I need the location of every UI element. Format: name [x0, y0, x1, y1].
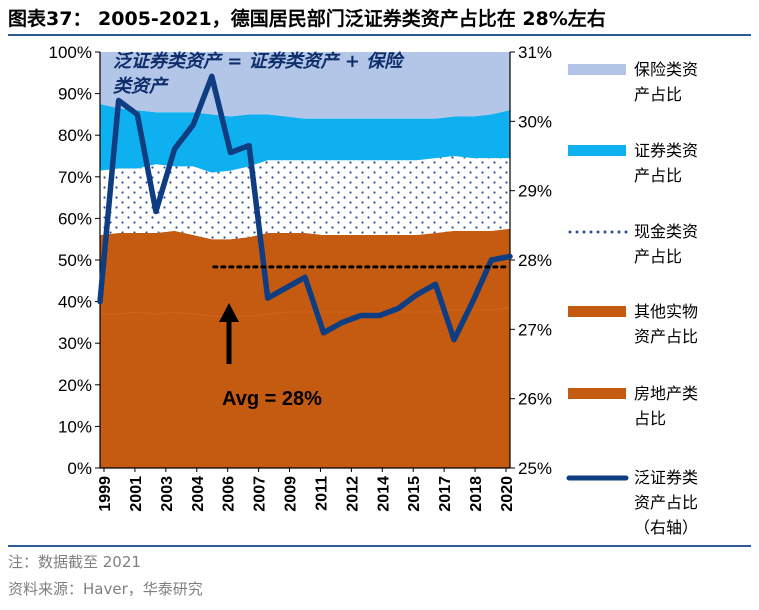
legend-label: 其他实物 [634, 302, 698, 321]
legend-dot [582, 230, 586, 234]
formula-annotation-line2: 类资产 [113, 76, 169, 97]
legend-label: 保险类资 [634, 60, 698, 79]
data-note: 注：数据截至 2021 [8, 553, 141, 571]
x-tick-label: 2003 [159, 476, 176, 512]
securities-area [100, 104, 510, 173]
x-tick-label: 2011 [314, 476, 331, 511]
x-tick-label: 2004 [190, 476, 207, 512]
legend-label: 泛证券类 [634, 468, 698, 487]
right-tick-label: 28% [518, 251, 552, 270]
legend-dot [617, 230, 621, 234]
chart-title: 图表37： 2005-2021，德国居民部门泛证券类资产占比在 28%左右 [8, 8, 606, 30]
left-tick-label: 30% [58, 334, 92, 353]
pan-securities-line-layer [97, 73, 513, 343]
legend-label: 现金类资 [634, 222, 698, 241]
average-label: Avg = 28% [222, 388, 322, 410]
legend-dot [624, 230, 628, 234]
legend-dot [568, 230, 572, 234]
left-tick-label: 90% [58, 85, 92, 104]
legend-label: 证券类资 [634, 141, 698, 160]
legend-pan-securities: 泛证券类资产占比 （右轴） [566, 468, 698, 537]
legend-dot [603, 230, 607, 234]
x-tick-label: 2020 [499, 476, 516, 512]
legend: 保险类资产占比证券类资产占比现金类资产占比其他实物资产占比房地产类占比泛证券类资… [566, 60, 698, 537]
legend-securities: 证券类资产占比 [568, 141, 698, 185]
legend-swatch [568, 64, 626, 75]
legend-swatch [568, 388, 626, 399]
left-tick-label: 20% [58, 376, 92, 395]
x-tick-label: 2014 [375, 476, 392, 512]
x-tick-label: 2009 [283, 476, 300, 512]
legend-label: 产占比 [634, 85, 682, 104]
right-tick-label: 26% [518, 390, 552, 409]
axes: 0% 10% 20% 30% 40% 50% 60% 70% 80% 90% 100% 25% 26% 2… [49, 43, 553, 512]
left-tick-label: 60% [58, 209, 92, 228]
x-tick-label: 2017 [437, 476, 454, 512]
left-tick-label: 100% [49, 43, 92, 62]
x-tick-label: 2015 [406, 476, 423, 512]
x-tick-label: 2012 [344, 476, 361, 512]
x-tick-label: 2006 [221, 476, 238, 512]
legend-label: 资产占比 [634, 493, 698, 512]
x-tick-label: 1999 [97, 476, 114, 512]
cash-area [100, 156, 510, 240]
legend-dot [596, 230, 600, 234]
legend-label: 占比 [634, 409, 666, 428]
x-tick-label: 2001 [128, 476, 145, 512]
legend-swatch [568, 145, 626, 156]
legend-dot [610, 230, 614, 234]
right-tick-label: 25% [518, 459, 552, 478]
source-note: 资料来源：Haver，华泰研究 [8, 580, 203, 598]
top-rule [8, 34, 751, 36]
other-physical-area [100, 228, 510, 317]
right-tick-label: 27% [518, 320, 552, 339]
legend-label: 产占比 [634, 166, 682, 185]
legend-dot [575, 230, 579, 234]
left-tick-label: 70% [58, 168, 92, 187]
right-tick-label: 31% [518, 43, 552, 62]
legend-label: （右轴） [634, 518, 698, 537]
left-tick-label: 10% [58, 417, 92, 436]
left-tick-label: 0% [67, 459, 92, 478]
formula-annotation-line1: 泛证券类资产 = 证券类资产 + 保险 [113, 51, 405, 72]
up-arrow-icon [219, 303, 239, 322]
left-tick-label: 40% [58, 293, 92, 312]
legend-label: 资产占比 [634, 327, 698, 346]
bottom-rule [8, 545, 751, 547]
x-tick-label: 2007 [252, 476, 269, 512]
legend-dot [589, 230, 593, 234]
left-tick-label: 80% [58, 126, 92, 145]
legend-label: 房地产类 [634, 384, 698, 403]
x-tick-label: 2018 [468, 476, 485, 512]
real-estate-area [100, 307, 510, 468]
legend-label: 产占比 [634, 247, 682, 266]
legend-swatch [568, 306, 626, 317]
left-tick-label: 50% [58, 251, 92, 270]
right-tick-label: 30% [518, 112, 552, 131]
right-tick-label: 29% [518, 182, 552, 201]
